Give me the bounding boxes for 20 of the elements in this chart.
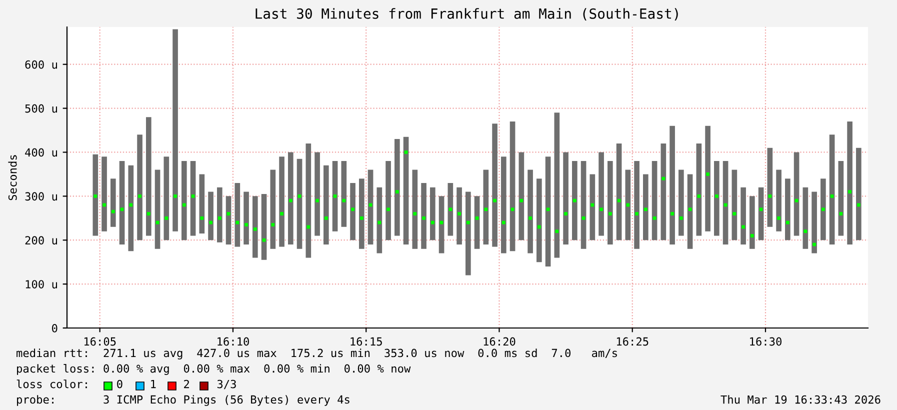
x-tick-label: 16:10 bbox=[218, 337, 249, 346]
x-tick-label: 16:30 bbox=[750, 337, 782, 346]
x-tick-label: 16:25 bbox=[616, 337, 648, 346]
y-tick-label: 600 u bbox=[25, 60, 57, 69]
text: median rtt: 271.1 us avg 427.0 us max 175.2 us min 353.0 us now 0.0 ms sd 7.0 am/s bbox=[16, 348, 617, 360]
y-tick-label: 500 u bbox=[25, 104, 57, 113]
text: loss color: 0 1 2 3/3 bbox=[16, 380, 236, 390]
text: Thu Mar 19 16:33:43 2026 bbox=[720, 395, 880, 404]
text: probe: 3 ICMP Echo Pings (56 Bytes) every 4s bbox=[17, 395, 350, 406]
x-tick-label: 16:20 bbox=[484, 337, 516, 346]
y-tick-label: 0 bbox=[52, 324, 58, 332]
text: packet loss: 0.00 % avg 0.00 % max 0.00 % min 0.00 % now bbox=[17, 364, 411, 375]
x-tick-label: 16:05 bbox=[84, 337, 116, 346]
x-tick-label: 16:15 bbox=[350, 337, 382, 346]
y-tick-label: 400 u bbox=[25, 148, 57, 157]
chart-title: Last 30 Minutes from Frankfurt am Main (South-East) bbox=[256, 8, 678, 20]
y-tick-label: 300 u bbox=[25, 192, 57, 201]
y-axis-title: Seconds bbox=[8, 155, 17, 200]
y-tick-label: 200 u bbox=[25, 236, 57, 245]
y-tick-label: 100 u bbox=[26, 280, 57, 288]
